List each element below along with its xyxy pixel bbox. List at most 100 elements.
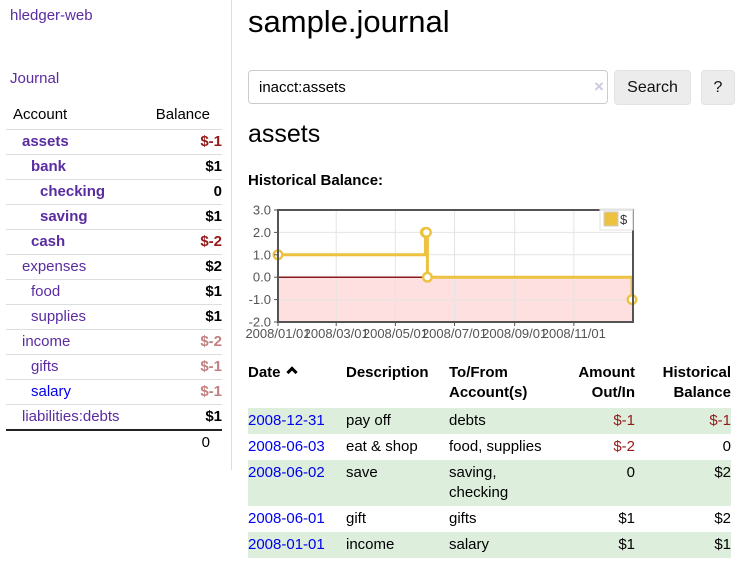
spacer [6,429,143,455]
accounts-total-row: 0 [6,429,222,455]
account-row: gifts $-1 [6,354,222,380]
transaction-balance: $1 [635,532,731,558]
transaction-amount: $-2 [613,438,635,455]
register-header-balance: Historical Balance [662,364,731,401]
account-link[interactable]: expenses [22,258,87,275]
account-balance: $-1 [142,129,222,155]
svg-text:2008/11/01: 2008/11/01 [542,326,606,341]
page-title: sample.journal [248,4,450,39]
account-link[interactable]: bank [31,158,67,175]
transaction-description: gift [346,510,367,527]
register-row: 2008-01-01 income salary $1 $1 [248,532,731,558]
account-balance: $-1 [142,354,222,380]
account-link[interactable]: liabilities:debts [22,408,120,425]
account-link[interactable]: gifts [31,358,59,375]
register-row: 2008-06-02 save saving, checking 0 $2 [248,460,731,506]
account-row: salary $-1 [6,379,222,405]
transaction-date-link[interactable]: 2008-06-02 [248,464,325,481]
transaction-accounts: saving, checking [449,460,555,506]
account-link[interactable]: checking [40,183,106,200]
account-title: assets [248,120,321,148]
account-balance: $1 [142,204,222,230]
svg-text:2008/09/01: 2008/09/01 [482,326,547,341]
svg-text:-2.0: -2.0 [249,315,271,330]
transaction-description: save [346,460,449,506]
register-header-amount: Amount Out/In [578,364,635,401]
transaction-description: income [346,532,449,558]
svg-text:2008/03/01: 2008/03/01 [304,326,369,341]
transaction-balance: $2 [714,510,731,527]
transaction-accounts: salary [449,532,555,558]
transaction-balance: $2 [635,460,731,506]
account-row: supplies $1 [6,304,222,330]
account-balance: $2 [142,254,222,280]
svg-text:0.0: 0.0 [253,270,271,285]
transaction-date-link[interactable]: 2008-01-01 [248,536,325,553]
svg-text:1.0: 1.0 [253,247,271,262]
help-button[interactable]: ? [701,70,735,105]
accounts-header-balance: Balance [142,103,222,130]
account-row: cash $-2 [6,229,222,255]
balance-chart[interactable]: $3.0 2.0 1.0 0.0 -1.0 -2.0 2008/01/01 2008/03/0… [240,198,742,348]
svg-text:-1.0: -1.0 [249,292,271,307]
account-row: income $-2 [6,329,222,355]
account-balance: $-1 [142,379,222,405]
transaction-accounts: debts [449,408,555,434]
register-section: Date Description To/From Account(s) Amou… [248,361,731,558]
account-balance: 0 [142,179,222,205]
transaction-accounts: food, supplies [449,438,542,455]
transaction-amount: $1 [618,510,635,527]
accounts-table: Account Balance assets $-1 bank $1 check… [6,103,222,455]
chart-label: Historical Balance: [248,172,384,189]
svg-text:$: $ [620,212,628,227]
account-balance: $-2 [142,229,222,255]
transaction-date-link[interactable]: 2008-06-03 [248,438,325,455]
account-link[interactable]: food [31,283,61,300]
transaction-balance: $-1 [635,408,731,434]
svg-text:2008/07/01: 2008/07/01 [422,326,487,341]
transaction-balance: 0 [722,438,731,455]
register-table: Date Description To/From Account(s) Amou… [248,361,731,558]
register-row: 2008-12-31 pay off debts $-1 $-1 [248,408,731,434]
transaction-description: pay off [346,408,449,434]
svg-text:3.0: 3.0 [253,203,271,218]
account-balance: $1 [142,154,222,180]
register-header-description: Description [346,364,429,381]
clear-search-icon[interactable]: × [594,77,604,96]
account-row: liabilities:debts $1 [6,404,222,430]
transaction-date-link[interactable]: 2008-06-01 [248,510,325,527]
account-row: expenses $2 [6,254,222,280]
transaction-description: eat & shop [346,438,418,455]
transaction-date-link[interactable]: 2008-12-31 [248,412,325,429]
account-balance: $-2 [142,329,222,355]
sidebar: hledger-web Journal Account Balance asse… [0,0,232,470]
transaction-amount: 0 [555,460,635,506]
account-link[interactable]: assets [22,133,69,150]
account-row: food $1 [6,279,222,305]
sidebar-item-journal[interactable]: Journal [10,70,60,87]
accounts-header-account: Account [6,103,143,130]
svg-text:2008/01/01: 2008/01/01 [245,326,310,341]
transaction-amount: $-1 [555,408,635,434]
accounts-total-value: 0 [142,429,222,455]
account-link[interactable]: salary [31,383,72,400]
account-row: saving $1 [6,204,222,230]
transaction-amount: $1 [555,532,635,558]
transaction-accounts: gifts [449,510,477,527]
account-link[interactable]: supplies [31,308,87,325]
account-row: assets $-1 [6,129,222,155]
register-header-date[interactable]: Date [248,361,346,408]
account-link[interactable]: cash [31,233,66,250]
account-balance: $1 [142,404,222,430]
account-balance: $1 [142,304,222,330]
account-link[interactable]: saving [40,208,88,225]
sort-ascending-icon [285,366,298,378]
account-row: checking 0 [6,179,222,205]
register-row: 2008-06-03 eat & shop food, supplies $-2… [248,434,731,460]
svg-text:2008/05/01: 2008/05/01 [363,326,428,341]
search-input[interactable] [248,70,608,104]
svg-text:2.0: 2.0 [253,225,271,240]
search-button[interactable]: Search [614,70,691,105]
brand-link[interactable]: hledger-web [10,7,93,24]
account-link[interactable]: income [22,333,71,350]
